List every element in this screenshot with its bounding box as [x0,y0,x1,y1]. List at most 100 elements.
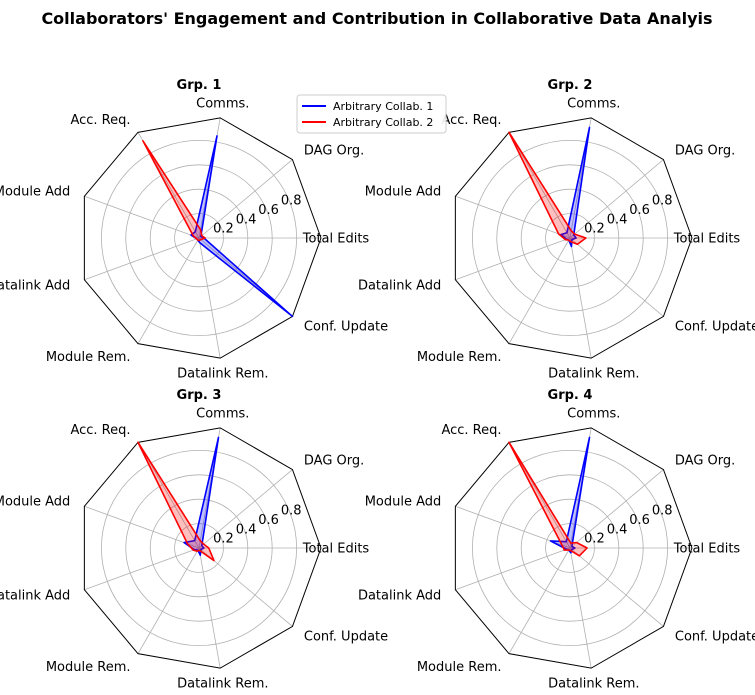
category-label-datalink-add: Datalink Add [0,588,70,603]
spoke-datalink-add [84,547,200,591]
radial-tick-label: 0.2 [213,532,234,547]
series-arbitrary-collab-1 [560,126,591,248]
legend: Arbitrary Collab. 1 Arbitrary Collab. 2 [296,94,447,134]
spoke-module-rem [508,547,571,654]
category-label-conf-update: Conf. Update [675,630,755,645]
series-arbitrary-collab-2 [508,131,587,246]
radial-tick-label: 0.8 [281,194,302,209]
radial-tick-label: 0.2 [584,532,605,547]
category-label-module-rem: Module Rem. [46,660,131,675]
radar-frame [83,117,322,359]
radial-tick-label: 0.4 [607,212,628,227]
radial-tick-label: 0.4 [236,522,257,537]
spoke-module-add [84,195,200,239]
spoke-dag-org [198,159,293,239]
category-label-total-edits: Total Edits [673,232,741,247]
category-label-dag-org: DAG Org. [304,143,364,158]
panel-title: Grp. 3 [177,388,222,403]
radial-tick-label: 0.8 [652,504,673,519]
radial-tick-label: 0.6 [629,203,650,218]
radial-tick-label: 0.6 [258,203,279,218]
category-label-conf-update: Conf. Update [304,630,388,645]
spoke-datalink-add [84,237,200,281]
category-label-module-rem: Module Rem. [417,350,502,365]
spoke-datalink-add [455,237,571,281]
category-label-dag-org: DAG Org. [675,453,735,468]
radar-panel-1: 0.20.40.60.8 Total Edits DAG Org. Comms. Acc… [0,78,388,381]
radar-frame [454,427,693,669]
category-label-comms: Comms. [567,97,620,112]
category-label-comms: Comms. [196,407,249,422]
spoke-datalink-add [455,547,571,591]
radial-tick-label: 0.4 [607,522,628,537]
panel-title: Grp. 4 [548,388,593,403]
radial-tick-label: 0.6 [629,513,650,528]
spoke-module-rem [137,237,200,344]
category-label-comms: Comms. [196,97,249,112]
series-arbitrary-collab-2 [508,441,588,557]
radial-tick-label: 0.4 [236,212,257,227]
spoke-datalink-rem [569,237,592,359]
radial-tick-label: 0.6 [258,513,279,528]
spoke-conf-update [569,547,664,627]
spoke-dag-org [569,159,664,239]
category-label-dag-org: DAG Org. [675,143,735,158]
spoke-dag-org [569,469,664,549]
legend-entry-arbitrary-collab-2: Arbitrary Collab. 2 [333,116,433,129]
category-label-comms: Comms. [567,407,620,422]
spoke-datalink-rem [198,237,221,359]
series-arbitrary-collab-2 [137,441,215,562]
radar-frame [454,117,693,359]
spoke-acc-req [137,442,200,549]
spoke-dag-org [198,469,293,549]
spoke-datalink-rem [569,547,592,669]
category-label-total-edits: Total Edits [302,542,370,557]
spoke-datalink-rem [198,547,221,669]
legend-entry-arbitrary-collab-1: Arbitrary Collab. 1 [333,100,433,113]
radar-panel-2: 0.20.40.60.8 Total Edits DAG Org. Comms. Acc… [358,78,755,381]
category-label-module-add: Module Add [0,185,70,200]
category-label-module-rem: Module Rem. [417,660,502,675]
category-label-datalink-rem: Datalink Rem. [177,676,268,691]
category-label-datalink-rem: Datalink Rem. [177,366,268,381]
category-label-acc-req: Acc. Req. [441,113,501,128]
category-label-conf-update: Conf. Update [304,320,388,335]
spoke-module-add [455,195,571,239]
radar-panel-3: 0.20.40.60.8 Total Edits DAG Org. Comms. Acc… [0,388,388,691]
category-label-datalink-add: Datalink Add [358,588,441,603]
radial-tick-label: 0.8 [652,194,673,209]
series-arbitrary-collab-2 [142,140,206,242]
category-label-datalink-add: Datalink Add [358,278,441,293]
category-label-acc-req: Acc. Req. [70,113,130,128]
category-label-module-add: Module Add [0,495,70,510]
spoke-conf-update [198,547,293,627]
category-label-total-edits: Total Edits [673,542,741,557]
spoke-acc-req [508,132,571,239]
panel-title: Grp. 1 [177,78,222,93]
category-label-acc-req: Acc. Req. [441,423,501,438]
spoke-module-add [84,505,200,549]
spoke-conf-update [569,237,664,317]
category-label-acc-req: Acc. Req. [70,423,130,438]
spoke-module-rem [508,237,571,344]
category-label-module-add: Module Add [365,185,442,200]
radial-tick-label: 0.2 [213,222,234,237]
radar-panel-4: 0.20.40.60.8 Total Edits DAG Org. Comms. Acc… [358,388,755,691]
radar-frame [83,427,322,669]
category-label-dag-org: DAG Org. [304,453,364,468]
spoke-module-rem [137,547,200,654]
category-label-conf-update: Conf. Update [675,320,755,335]
legend-box [296,94,447,134]
category-label-module-add: Module Add [365,495,442,510]
category-label-datalink-rem: Datalink Rem. [548,366,639,381]
figure-title: Collaborators' Engagement and Contributi… [41,9,712,28]
category-label-total-edits: Total Edits [302,232,370,247]
category-label-module-rem: Module Rem. [46,350,131,365]
panel-title: Grp. 2 [548,78,593,93]
radial-tick-label: 0.8 [281,504,302,519]
category-label-datalink-rem: Datalink Rem. [548,676,639,691]
category-label-datalink-add: Datalink Add [0,278,70,293]
radial-tick-label: 0.2 [584,222,605,237]
